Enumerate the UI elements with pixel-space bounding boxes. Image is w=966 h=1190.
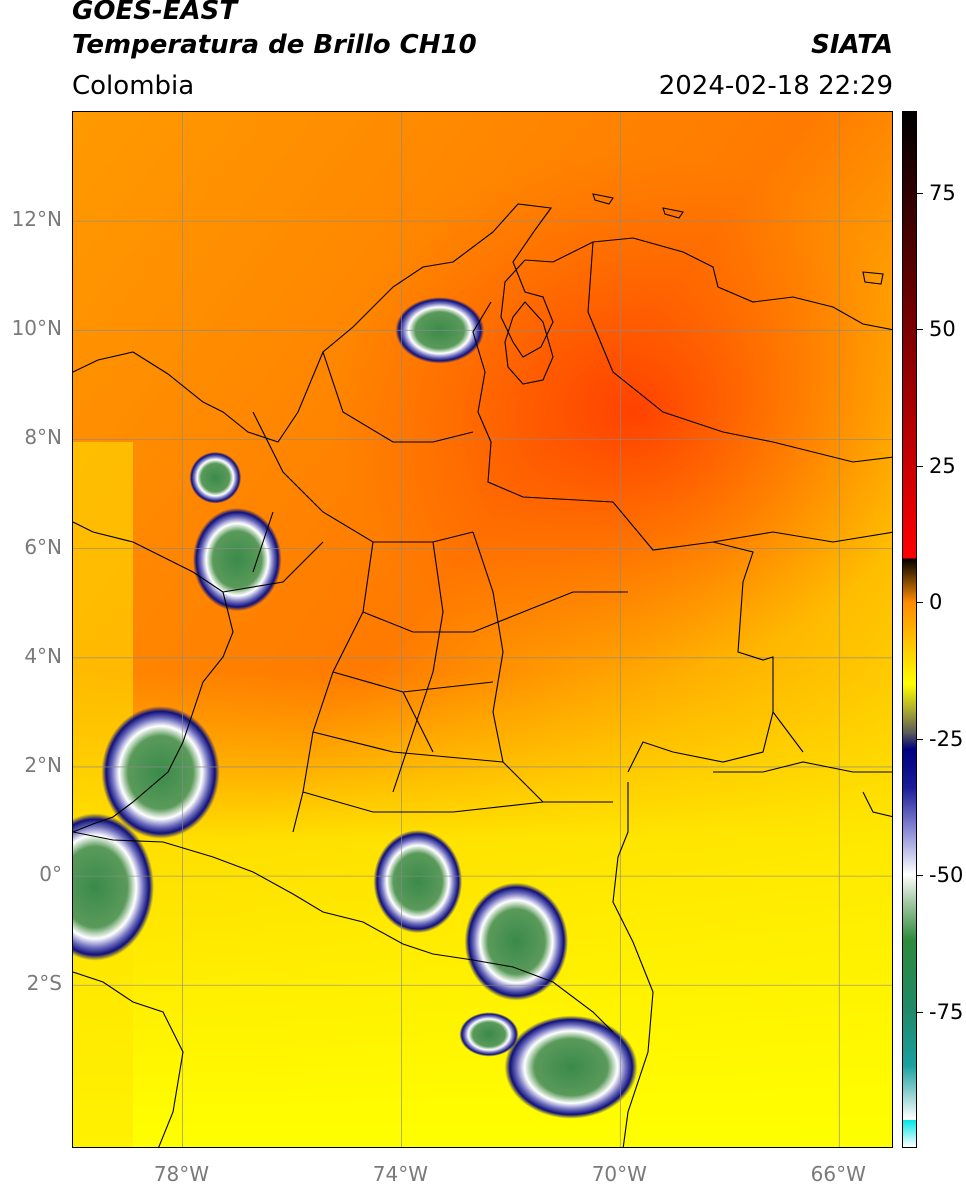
colorbar-tick-label: 50 — [929, 317, 956, 342]
colorbar-tick — [917, 192, 923, 194]
lon-tick-74w: 74°W — [372, 1162, 429, 1186]
satellite-title: GOES-EAST — [72, 0, 238, 26]
colorbar-tick-label: -75 — [929, 999, 964, 1024]
datetime-label: 2024-02-18 22:29 — [658, 71, 893, 101]
lat-tick-12n: 12°N — [11, 207, 62, 232]
colorbar-tick-label: -25 — [929, 726, 964, 751]
department-lines — [222, 351, 628, 833]
lake-maracaibo — [504, 301, 554, 385]
warm-core — [333, 152, 892, 672]
lat-tick-0: 0° — [39, 862, 62, 887]
lat-tick-8n: 8°N — [24, 425, 62, 450]
colombia-peru-border — [73, 831, 614, 1033]
lon-tick-70w: 70°W — [591, 1162, 647, 1186]
source-label: SIATA — [811, 30, 893, 60]
colorbar-tick — [917, 1011, 923, 1013]
colorbar-tick-label: 0 — [929, 590, 943, 615]
brazil-outline — [713, 711, 892, 818]
convective-cell — [73, 813, 154, 961]
satellite-map[interactable] — [72, 111, 893, 1148]
colorbar-tick — [917, 329, 923, 331]
colorbar-tick-label: 75 — [929, 180, 956, 205]
lat-tick-4n: 4°N — [24, 643, 62, 668]
convective-cells — [73, 297, 638, 1119]
map-canvas — [73, 112, 892, 1147]
colorbar-tick — [917, 875, 923, 877]
convective-cell — [504, 1015, 638, 1119]
product-title: Temperatura de Brillo CH10 — [72, 30, 477, 60]
convective-cell — [459, 1012, 519, 1057]
caribbean-coast — [73, 203, 554, 443]
convective-cell — [192, 507, 282, 612]
colombia-venezuela-border — [472, 301, 774, 773]
ecuador-peru-border — [73, 971, 184, 1147]
pacific-coast — [73, 521, 234, 833]
colorbar-tick-label: -50 — [929, 863, 964, 888]
lat-tick-10n: 10°N — [11, 316, 62, 341]
convective-cell — [373, 829, 463, 934]
colombia-brazil-border — [612, 782, 654, 1147]
colorbar — [902, 111, 917, 1148]
lon-tick-78w: 78°W — [153, 1162, 210, 1186]
colorbar-tick — [917, 738, 923, 740]
lat-tick-2s: 2°S — [26, 971, 62, 996]
venezuela-internal — [587, 241, 892, 543]
lon-tick-66w: 66°W — [810, 1162, 866, 1186]
lat-tick-6n: 6°N — [24, 534, 62, 559]
lat-tick-2n: 2°N — [24, 752, 62, 777]
boundaries — [73, 193, 892, 1147]
venezuela-coast — [524, 237, 892, 331]
island-aruba — [592, 193, 614, 205]
island-trinidad — [862, 271, 884, 285]
colorbar-tick — [917, 465, 923, 467]
colorbar-tick — [917, 602, 923, 604]
convective-cell — [189, 451, 242, 504]
colorbar-tick-label: 25 — [929, 453, 956, 478]
convective-cell — [101, 706, 220, 839]
convective-cell — [464, 882, 569, 1001]
region-label: Colombia — [72, 71, 195, 101]
island-curacao — [662, 207, 684, 219]
